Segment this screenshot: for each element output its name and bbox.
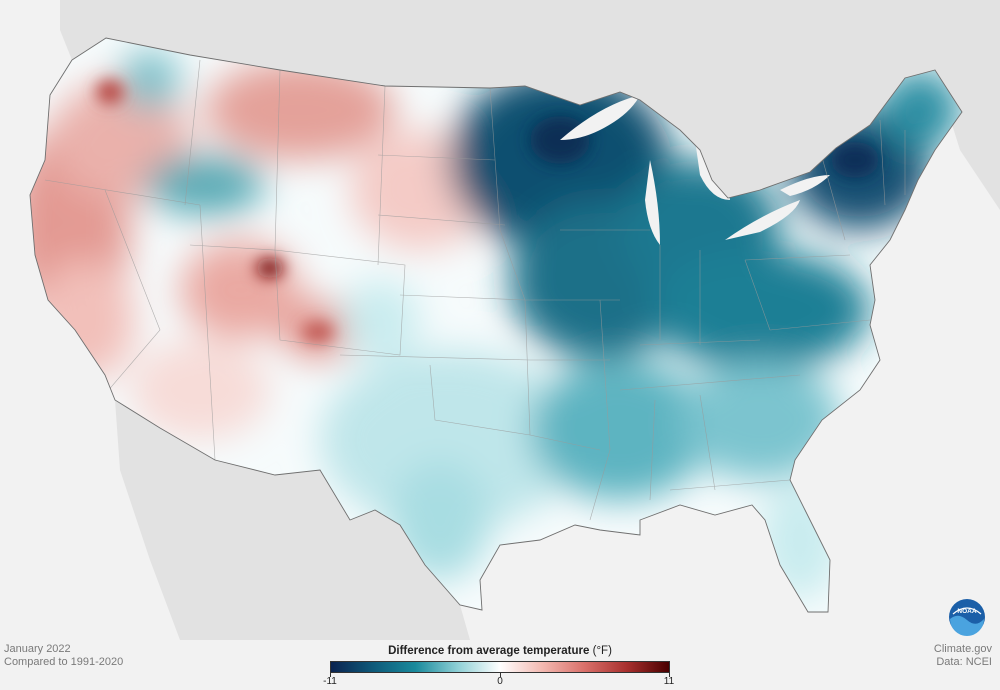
legend-tick-max: [669, 673, 670, 677]
state-borders: [44, 59, 906, 521]
legend-unit: (°F): [592, 645, 612, 657]
lake-superior: [560, 95, 640, 140]
data-credit-label: Data: NCEI: [936, 656, 992, 668]
noaa-logo-icon: NOAA: [949, 599, 985, 636]
lake-michigan: [645, 160, 660, 245]
lake-ontario: [780, 175, 830, 196]
us-temperature-anomaly-map: [29, 0, 1000, 640]
mexico-land: [115, 400, 470, 640]
legend-tick-min: [330, 673, 331, 677]
legend-max-label: 11: [663, 676, 675, 687]
legend-tick-mid: [500, 673, 501, 677]
legend-min-label: -11: [323, 676, 337, 687]
footer-left: January 2022 Compared to 1991-2020: [4, 643, 123, 669]
date-label: January 2022: [4, 643, 71, 655]
noaa-logo-text: NOAA: [957, 608, 976, 615]
legend-color-bar: [330, 661, 670, 673]
baseline-label: Compared to 1991-2020: [4, 656, 124, 668]
footer-right: Climate.gov Data: NCEI: [934, 643, 992, 669]
legend-mid-label: 0: [497, 676, 503, 687]
color-legend: Difference from average temperature (°F)…: [320, 645, 680, 687]
source-label: Climate.gov: [933, 643, 992, 655]
canada-land: [60, 0, 1000, 210]
legend-title: Difference from average temperature (°F): [320, 645, 680, 660]
lake-erie: [725, 200, 800, 240]
legend-title-text: Difference from average temperature: [388, 645, 590, 657]
